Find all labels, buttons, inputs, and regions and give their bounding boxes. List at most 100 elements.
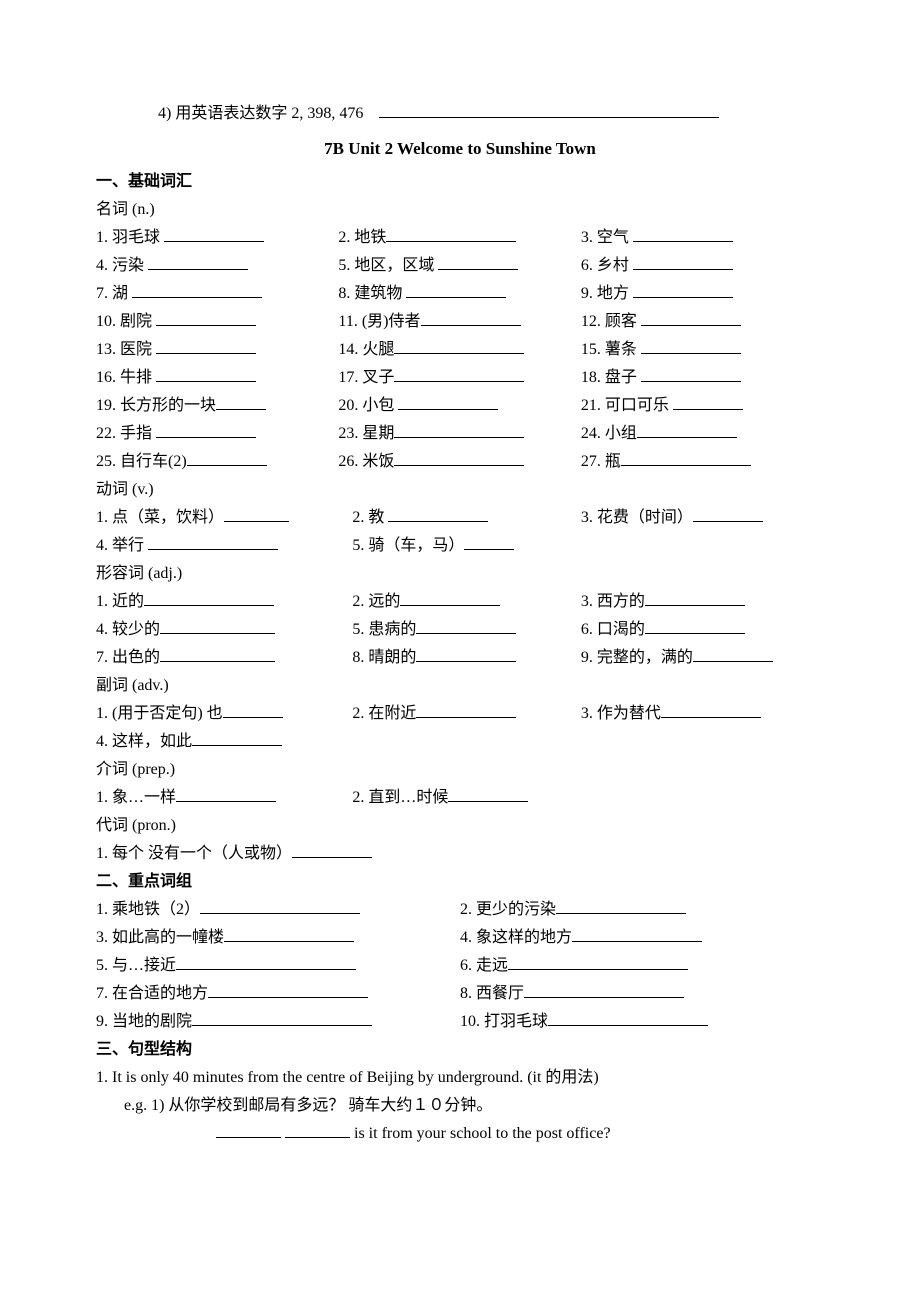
verb-row: 1. 点（菜，饮料） 2. 教 3. 花费（时间） bbox=[96, 504, 824, 532]
blank[interactable] bbox=[398, 393, 498, 410]
blank[interactable] bbox=[148, 253, 248, 270]
blank[interactable] bbox=[156, 421, 256, 438]
phrase-item: 8. 西餐厅 bbox=[460, 985, 524, 1002]
verb-item: 5. 骑（车，马） bbox=[352, 537, 464, 554]
prep-row: 1. 象…一样 2. 直到…时候 bbox=[96, 784, 824, 812]
blank[interactable] bbox=[645, 617, 745, 634]
noun-item: 19. 长方形的一块 bbox=[96, 397, 216, 414]
blank[interactable] bbox=[394, 337, 524, 354]
blank[interactable] bbox=[448, 785, 528, 802]
prep-item: 2. 直到…时候 bbox=[352, 789, 448, 806]
blank[interactable] bbox=[416, 617, 516, 634]
blank[interactable] bbox=[388, 505, 488, 522]
noun-item: 2. 地铁 bbox=[338, 229, 386, 246]
pos-verb-heading: 动词 (v.) bbox=[96, 476, 824, 504]
blank[interactable] bbox=[176, 953, 356, 970]
section-1-heading: 一、基础词汇 bbox=[96, 168, 824, 196]
blank[interactable] bbox=[641, 309, 741, 326]
blank[interactable] bbox=[633, 253, 733, 270]
noun-item: 5. 地区，区域 bbox=[338, 257, 434, 274]
blank[interactable] bbox=[144, 589, 274, 606]
noun-item: 1. 羽毛球 bbox=[96, 229, 160, 246]
blank[interactable] bbox=[160, 617, 275, 634]
blank[interactable] bbox=[645, 589, 745, 606]
blank[interactable] bbox=[187, 449, 267, 466]
verb-item: 3. 花费（时间） bbox=[581, 509, 693, 526]
noun-item: 26. 米饭 bbox=[338, 453, 394, 470]
blank[interactable] bbox=[176, 785, 276, 802]
phrase-row: 5. 与…接近 6. 走远 bbox=[96, 952, 824, 980]
blank[interactable] bbox=[160, 645, 275, 662]
blank[interactable] bbox=[400, 589, 500, 606]
blank[interactable] bbox=[637, 421, 737, 438]
prep-item: 1. 象…一样 bbox=[96, 789, 176, 806]
blank[interactable] bbox=[572, 925, 702, 942]
pos-adj-heading: 形容词 (adj.) bbox=[96, 560, 824, 588]
blank[interactable] bbox=[641, 365, 741, 382]
adj-row: 4. 较少的 5. 患病的 6. 口渴的 bbox=[96, 616, 824, 644]
noun-item: 6. 乡村 bbox=[581, 257, 629, 274]
blank[interactable] bbox=[132, 281, 262, 298]
blank[interactable] bbox=[641, 337, 741, 354]
blank[interactable] bbox=[164, 225, 264, 242]
prev-exercise-text: 4) 用英语表达数字 2, 398, 476 bbox=[158, 105, 363, 122]
noun-item: 15. 薯条 bbox=[581, 341, 637, 358]
phrase-item: 5. 与…接近 bbox=[96, 957, 176, 974]
blank[interactable] bbox=[661, 701, 761, 718]
noun-row: 10. 剧院 11. (男)侍者 12. 顾客 bbox=[96, 308, 824, 336]
phrase-item: 4. 象这样的地方 bbox=[460, 929, 572, 946]
blank[interactable] bbox=[416, 645, 516, 662]
fill-tail-text: is it from your school to the post offic… bbox=[354, 1125, 611, 1142]
blank[interactable] bbox=[156, 337, 256, 354]
blank[interactable] bbox=[406, 281, 506, 298]
section-3-heading: 三、句型结构 bbox=[96, 1036, 824, 1064]
blank[interactable] bbox=[633, 281, 733, 298]
blank[interactable] bbox=[148, 533, 278, 550]
verb-item: 4. 举行 bbox=[96, 537, 144, 554]
noun-item: 3. 空气 bbox=[581, 229, 629, 246]
blank[interactable] bbox=[192, 729, 282, 746]
pron-row: 1. 每个 没有一个（人或物） bbox=[96, 840, 824, 868]
blank[interactable] bbox=[216, 1121, 281, 1138]
adj-item: 7. 出色的 bbox=[96, 649, 160, 666]
noun-row: 4. 污染 5. 地区，区域 6. 乡村 bbox=[96, 252, 824, 280]
noun-row: 25. 自行车(2) 26. 米饭 27. 瓶 bbox=[96, 448, 824, 476]
blank[interactable] bbox=[421, 309, 521, 326]
blank[interactable] bbox=[693, 505, 763, 522]
blank[interactable] bbox=[416, 701, 516, 718]
blank[interactable] bbox=[285, 1121, 350, 1138]
blank[interactable] bbox=[192, 1009, 372, 1026]
blank[interactable] bbox=[224, 925, 354, 942]
adj-item: 3. 西方的 bbox=[581, 593, 645, 610]
blank[interactable] bbox=[394, 365, 524, 382]
blank[interactable] bbox=[224, 505, 289, 522]
blank[interactable] bbox=[633, 225, 733, 242]
blank[interactable] bbox=[464, 533, 514, 550]
blank[interactable] bbox=[508, 953, 688, 970]
blank[interactable] bbox=[386, 225, 516, 242]
blank-long[interactable] bbox=[379, 101, 719, 118]
phrase-item: 9. 当地的剧院 bbox=[96, 1013, 192, 1030]
blank[interactable] bbox=[200, 897, 360, 914]
blank[interactable] bbox=[556, 897, 686, 914]
blank[interactable] bbox=[394, 421, 524, 438]
blank[interactable] bbox=[394, 449, 524, 466]
blank[interactable] bbox=[673, 393, 743, 410]
blank[interactable] bbox=[548, 1009, 708, 1026]
blank[interactable] bbox=[156, 309, 256, 326]
blank[interactable] bbox=[156, 365, 256, 382]
phrase-item: 2. 更少的污染 bbox=[460, 901, 556, 918]
blank[interactable] bbox=[216, 393, 266, 410]
blank[interactable] bbox=[208, 981, 368, 998]
pos-pron-heading: 代词 (pron.) bbox=[96, 812, 824, 840]
noun-item: 13. 医院 bbox=[96, 341, 152, 358]
blank[interactable] bbox=[621, 449, 751, 466]
blank[interactable] bbox=[524, 981, 684, 998]
blank[interactable] bbox=[693, 645, 773, 662]
blank[interactable] bbox=[292, 841, 372, 858]
adj-row: 1. 近的 2. 远的 3. 西方的 bbox=[96, 588, 824, 616]
adj-item: 6. 口渴的 bbox=[581, 621, 645, 638]
blank[interactable] bbox=[223, 701, 283, 718]
verb-item: 1. 点（菜，饮料） bbox=[96, 509, 224, 526]
blank[interactable] bbox=[438, 253, 518, 270]
